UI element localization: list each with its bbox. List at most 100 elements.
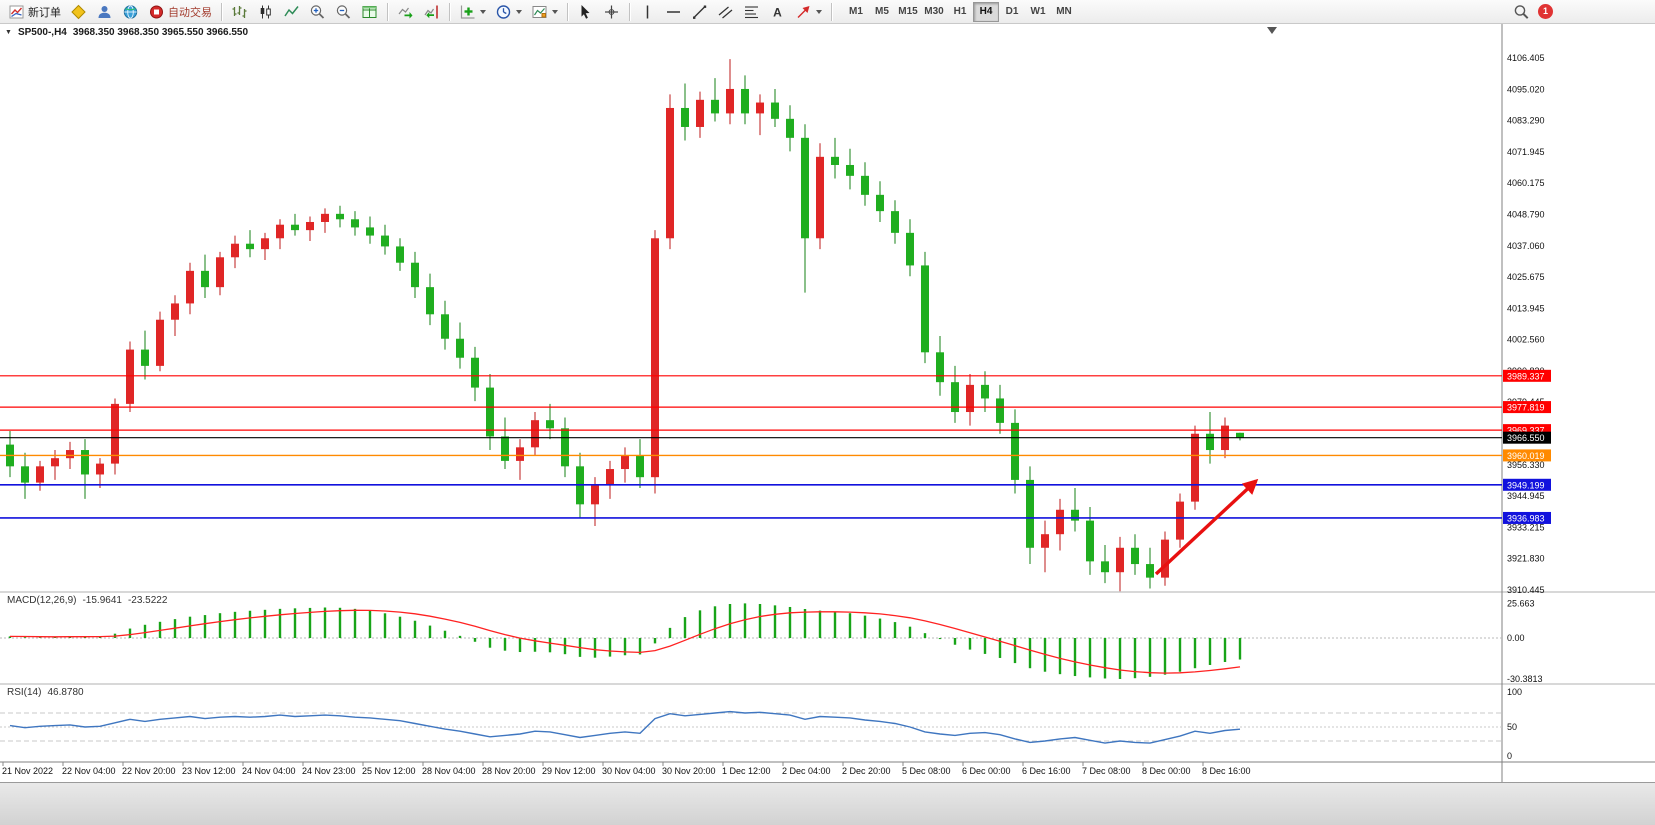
price-tag-label: 3969.337 [1507,426,1545,436]
candle-body [1041,534,1049,548]
vertical-line-button[interactable] [635,1,660,22]
tile-windows-button[interactable] [357,1,382,22]
price-axis-label: 4071.945 [1507,147,1545,157]
timeframe-m15[interactable]: M15 [895,2,921,22]
web-button[interactable] [118,1,143,22]
templates-button[interactable] [527,1,562,22]
chart-shift-button[interactable] [419,1,444,22]
tile-windows-icon [362,5,377,18]
time-axis-label: 1 Dec 12:00 [722,766,771,776]
toolbar-separator [449,2,450,21]
candle-body [291,224,299,231]
auto-scroll-button[interactable] [393,1,418,22]
timeframe-m30[interactable]: M30 [921,2,947,22]
zoom-out-button[interactable] [331,1,356,22]
timeframe-mn[interactable]: MN [1051,2,1077,22]
candle-body [441,314,449,339]
price-tag-3977.819 [1503,401,1551,414]
price-axis-label: 3956.330 [1507,460,1545,470]
candle-body [426,287,434,315]
time-axis-label: 6 Dec 00:00 [962,766,1011,776]
rsi-panel[interactable]: 100 50 0 [0,687,1522,761]
chart-line-button[interactable] [279,1,304,22]
indicators-button[interactable] [455,1,490,22]
candle-body [741,88,749,114]
candle-body [1176,501,1184,540]
auto-trading-button[interactable]: 自动交易 [144,1,216,22]
candle-body [21,466,29,483]
trendline-button[interactable] [687,1,712,22]
fibonacci-button[interactable] [739,1,764,22]
rsi-scale-label: 0 [1507,751,1512,761]
price-tag-label: 3949.199 [1507,480,1545,490]
chart-bars-button[interactable] [227,1,252,22]
periods-button[interactable] [491,1,526,22]
chart-area[interactable]: 4106.405 4095.020 4083.290 4071.945 4060.175… [0,0,1655,782]
candle-body [411,262,419,288]
candle-body [1161,539,1169,578]
time-axis-label: 28 Nov 20:00 [482,766,536,776]
timeframe-w1[interactable]: W1 [1025,2,1051,22]
one-click-collapse-icon[interactable]: ▼ [5,29,12,36]
search-icon[interactable] [1513,4,1530,20]
macd-panel[interactable]: 25.663 0.00 -30.3813 [0,598,1543,684]
cursor-button[interactable] [573,1,598,22]
candlestick-chart-icon [260,5,271,18]
timeframe-h1[interactable]: H1 [947,2,973,22]
timeframe-m5[interactable]: M5 [869,2,895,22]
candle-body [591,485,599,505]
horizontal-line-button[interactable] [661,1,686,22]
toolbar-separator [221,2,222,21]
chart-shift-marker[interactable] [1267,27,1277,34]
candle-body [66,450,74,459]
panel-borders [0,24,1655,782]
channel-button[interactable] [713,1,738,22]
new-order-button[interactable]: 新订单 [4,1,65,22]
arrows-button[interactable] [791,1,826,22]
candle-body [261,238,269,250]
community-button[interactable] [92,1,117,22]
candle-body [606,469,614,486]
trend-arrow-annotation[interactable] [1154,478,1259,576]
chart-candles-button[interactable] [253,1,278,22]
price-tag-3966.550 [1503,431,1551,444]
rsi-scale-label: 100 [1507,687,1522,697]
macd-name: MACD(12,26,9) [7,595,77,606]
time-axis-label: 7 Dec 08:00 [1082,766,1131,776]
price-axis-label: 3933.215 [1507,522,1545,532]
timeframe-d1[interactable]: D1 [999,2,1025,22]
notification-badge[interactable]: 1 [1538,4,1553,19]
add-indicator-icon [460,5,475,19]
chart-shift-icon [424,5,438,18]
candle-body [1011,422,1019,480]
chevron-down-icon [816,9,822,14]
rsi-value: 46.8780 [47,687,84,698]
bar-chart-icon [232,5,247,18]
candle-body [171,303,179,320]
timeframe-h4[interactable]: H4 [973,1,999,22]
candle-body [321,213,329,222]
timeframe-m1[interactable]: M1 [843,2,869,22]
price-tag-label: 3936.983 [1507,513,1545,523]
time-axis-label: 5 Dec 08:00 [902,766,951,776]
candle-body [1116,547,1124,573]
candle-body [951,382,959,413]
zoom-in-button[interactable] [305,1,330,22]
price-axis-label: 4106.405 [1507,53,1545,63]
text-button[interactable]: A [765,1,790,22]
crosshair-button[interactable] [599,1,624,22]
candle-body [336,213,344,220]
price-tag-3936.983 [1503,511,1551,524]
candle-body [726,88,734,114]
main-toolbar: 新订单 自动交易 [0,0,1655,24]
price-tag-3960.019 [1503,449,1551,462]
toolbar-separator [567,2,568,21]
candle-body [1146,564,1154,578]
time-axis[interactable]: 21 Nov 2022 22 Nov 04:00 22 Nov 20:00 23 No… [2,762,1251,776]
zoom-out-icon [336,4,351,19]
chevron-down-icon [516,9,522,14]
candle-body [156,319,164,366]
candle-body [996,398,1004,423]
price-axis-label: 3910.445 [1507,585,1545,595]
mql5-button[interactable] [66,1,91,22]
